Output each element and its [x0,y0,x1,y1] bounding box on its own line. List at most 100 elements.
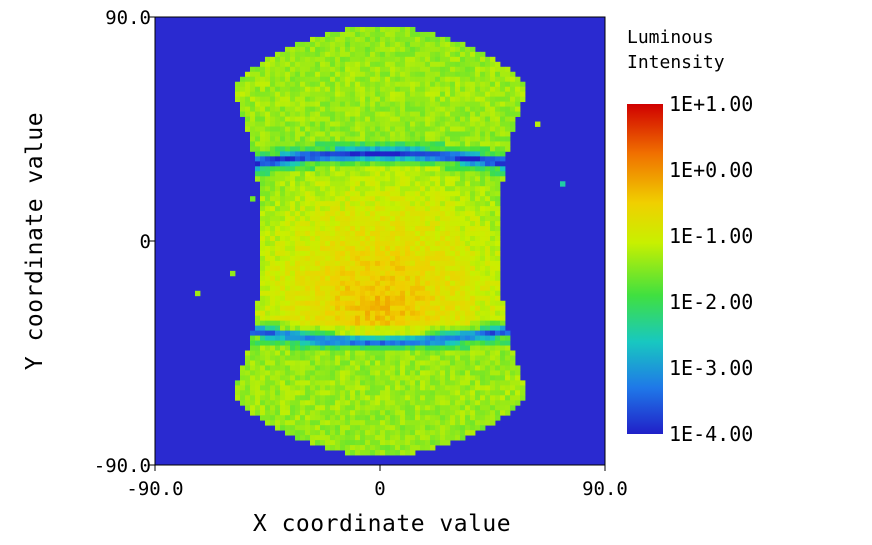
heatmap-cell [340,325,346,331]
heatmap-cell [445,370,451,376]
heatmap-cell [325,201,331,207]
heatmap-cell [365,375,371,381]
heatmap-cell [360,226,366,232]
heatmap-cell [480,255,486,262]
heatmap-cell [245,350,251,356]
heatmap-cell [455,131,461,137]
heatmap-cell [465,250,471,257]
heatmap-cell [445,81,451,88]
heatmap-cell [370,156,376,162]
heatmap-cell [390,270,396,277]
heatmap-cell [310,250,316,257]
heatmap-cell [395,171,401,177]
heatmap-cell [280,415,286,421]
heatmap-cell [390,375,396,381]
heatmap-cell [470,206,476,212]
heatmap-cell [520,395,526,401]
heatmap-cell [360,250,366,257]
heatmap-cell [305,370,311,376]
heatmap-cell [500,96,506,103]
heatmap-cell [510,101,516,107]
heatmap-cell [280,260,286,267]
heatmap-cell [270,370,276,376]
heatmap-cell [395,445,401,451]
heatmap-cell [390,241,396,247]
heatmap-cell [325,96,331,103]
heatmap-cell [325,320,331,327]
heatmap-cell [395,86,401,93]
heatmap-cell [425,280,431,287]
heatmap-cell [390,335,396,341]
heatmap-cell [400,71,406,78]
heatmap-cell [330,360,336,366]
heatmap-cell [355,305,361,312]
heatmap-cell [470,51,476,58]
heatmap-cell [425,166,431,172]
heatmap-cell [335,250,341,257]
heatmap-cell [410,136,416,142]
heatmap-cell [460,156,466,162]
heatmap-cell [340,176,346,182]
heatmap-cell [275,216,281,222]
heatmap-cell [260,226,266,232]
heatmap-cell [265,390,271,396]
heatmap-cell [435,345,441,351]
heatmap-cell [385,126,391,132]
heatmap-cell [445,146,451,152]
heatmap-cell [315,181,321,187]
heatmap-cell [510,365,516,371]
heatmap-cell [495,365,501,371]
heatmap-cell [285,186,291,192]
heatmap-cell [265,410,271,416]
heatmap-cell [415,156,421,162]
heatmap-cell [455,300,461,307]
heatmap-cell [360,191,366,197]
heatmap-cell [490,96,496,103]
heatmap-cell [410,91,416,98]
heatmap-cell [460,96,466,103]
heatmap-cell [480,51,486,58]
heatmap-cell [315,216,321,222]
heatmap-cell [330,370,336,376]
heatmap-cell [450,325,456,331]
heatmap-cell [305,101,311,107]
heatmap-cell [255,340,261,346]
heatmap-cell [310,101,316,107]
heatmap-cell [410,216,416,222]
heatmap-cell [335,415,341,421]
heatmap-cell [335,151,341,157]
heatmap-cell [295,330,301,336]
heatmap-cell [335,191,341,197]
heatmap-cell [490,270,496,277]
heatmap-cell [370,355,376,361]
heatmap-cell [365,91,371,98]
heatmap-cell [445,96,451,103]
heatmap-cell [305,420,311,426]
heatmap-cell [260,71,266,78]
heatmap-cell [395,141,401,147]
heatmap-cell [325,350,331,356]
heatmap-cell [295,380,301,386]
heatmap-cell [450,295,456,302]
heatmap-cell [465,226,471,232]
heatmap-cell [360,46,366,53]
heatmap-cell [430,265,436,272]
heatmap-cell [440,76,446,83]
heatmap-cell [370,445,376,451]
heatmap-cell [495,370,501,376]
heatmap-cell [475,176,481,182]
heatmap-cell [370,295,376,302]
heatmap-cell [400,191,406,197]
heatmap-cell [385,380,391,386]
heatmap-cell [505,365,511,371]
heatmap-cell [345,385,351,391]
heatmap-cell [445,226,451,232]
heatmap-cell [320,405,326,411]
heatmap-cell [330,300,336,307]
heatmap-cell [390,330,396,336]
heatmap-cell [360,380,366,386]
heatmap-cell [470,131,476,137]
heatmap-cell [325,430,331,436]
heatmap-cell [285,310,291,317]
heatmap-cell [330,385,336,391]
